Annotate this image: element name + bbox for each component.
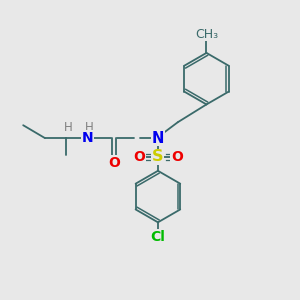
Text: O: O [171,150,183,164]
Text: S: S [152,149,164,164]
Text: CH₃: CH₃ [195,28,218,40]
Text: N: N [152,130,164,146]
Text: Cl: Cl [151,230,165,244]
Text: H: H [63,121,72,134]
Text: O: O [133,150,145,164]
Text: N: N [82,131,93,145]
Text: O: O [108,156,120,170]
Text: H: H [85,121,94,134]
